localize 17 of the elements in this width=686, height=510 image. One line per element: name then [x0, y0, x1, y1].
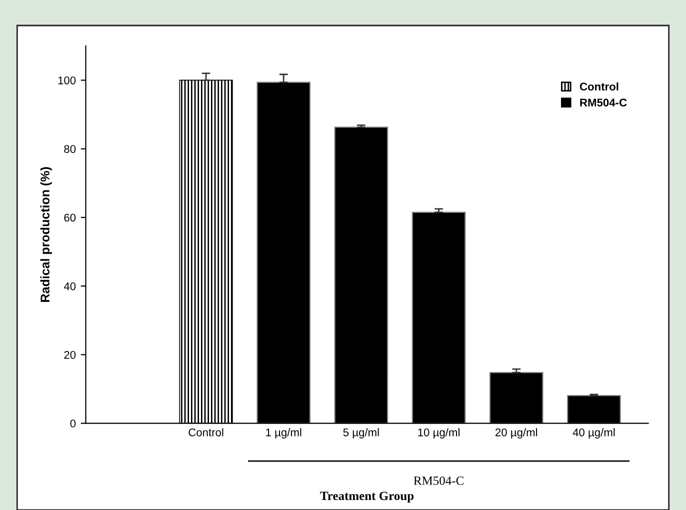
- x-tick-label: 40 µg/ml: [572, 428, 615, 439]
- x-axis-title: Treatment Group: [320, 492, 414, 503]
- x-tick-label: 20 µg/ml: [496, 428, 538, 439]
- x-tick-label: 1 µg/ml: [266, 428, 302, 439]
- legend-label: Control: [580, 82, 618, 91]
- legend-label: RM504-C: [580, 98, 627, 107]
- x-tick-label: Control: [188, 428, 224, 436]
- y-axis-title: Radical production (%): [40, 167, 52, 302]
- y-tick-label: 0: [70, 420, 76, 428]
- y-tick-label: 40: [64, 282, 76, 290]
- y-tick-label: 60: [64, 214, 76, 222]
- text: RM504-C: [414, 476, 464, 485]
- y-tick-label: 100: [58, 76, 76, 84]
- y-tick-label: 20: [64, 350, 76, 359]
- y-tick-label: 80: [64, 145, 76, 153]
- x-tick-label: 10 µg/ml: [418, 428, 460, 439]
- x-tick-label: 5 µg/ml: [343, 428, 379, 439]
